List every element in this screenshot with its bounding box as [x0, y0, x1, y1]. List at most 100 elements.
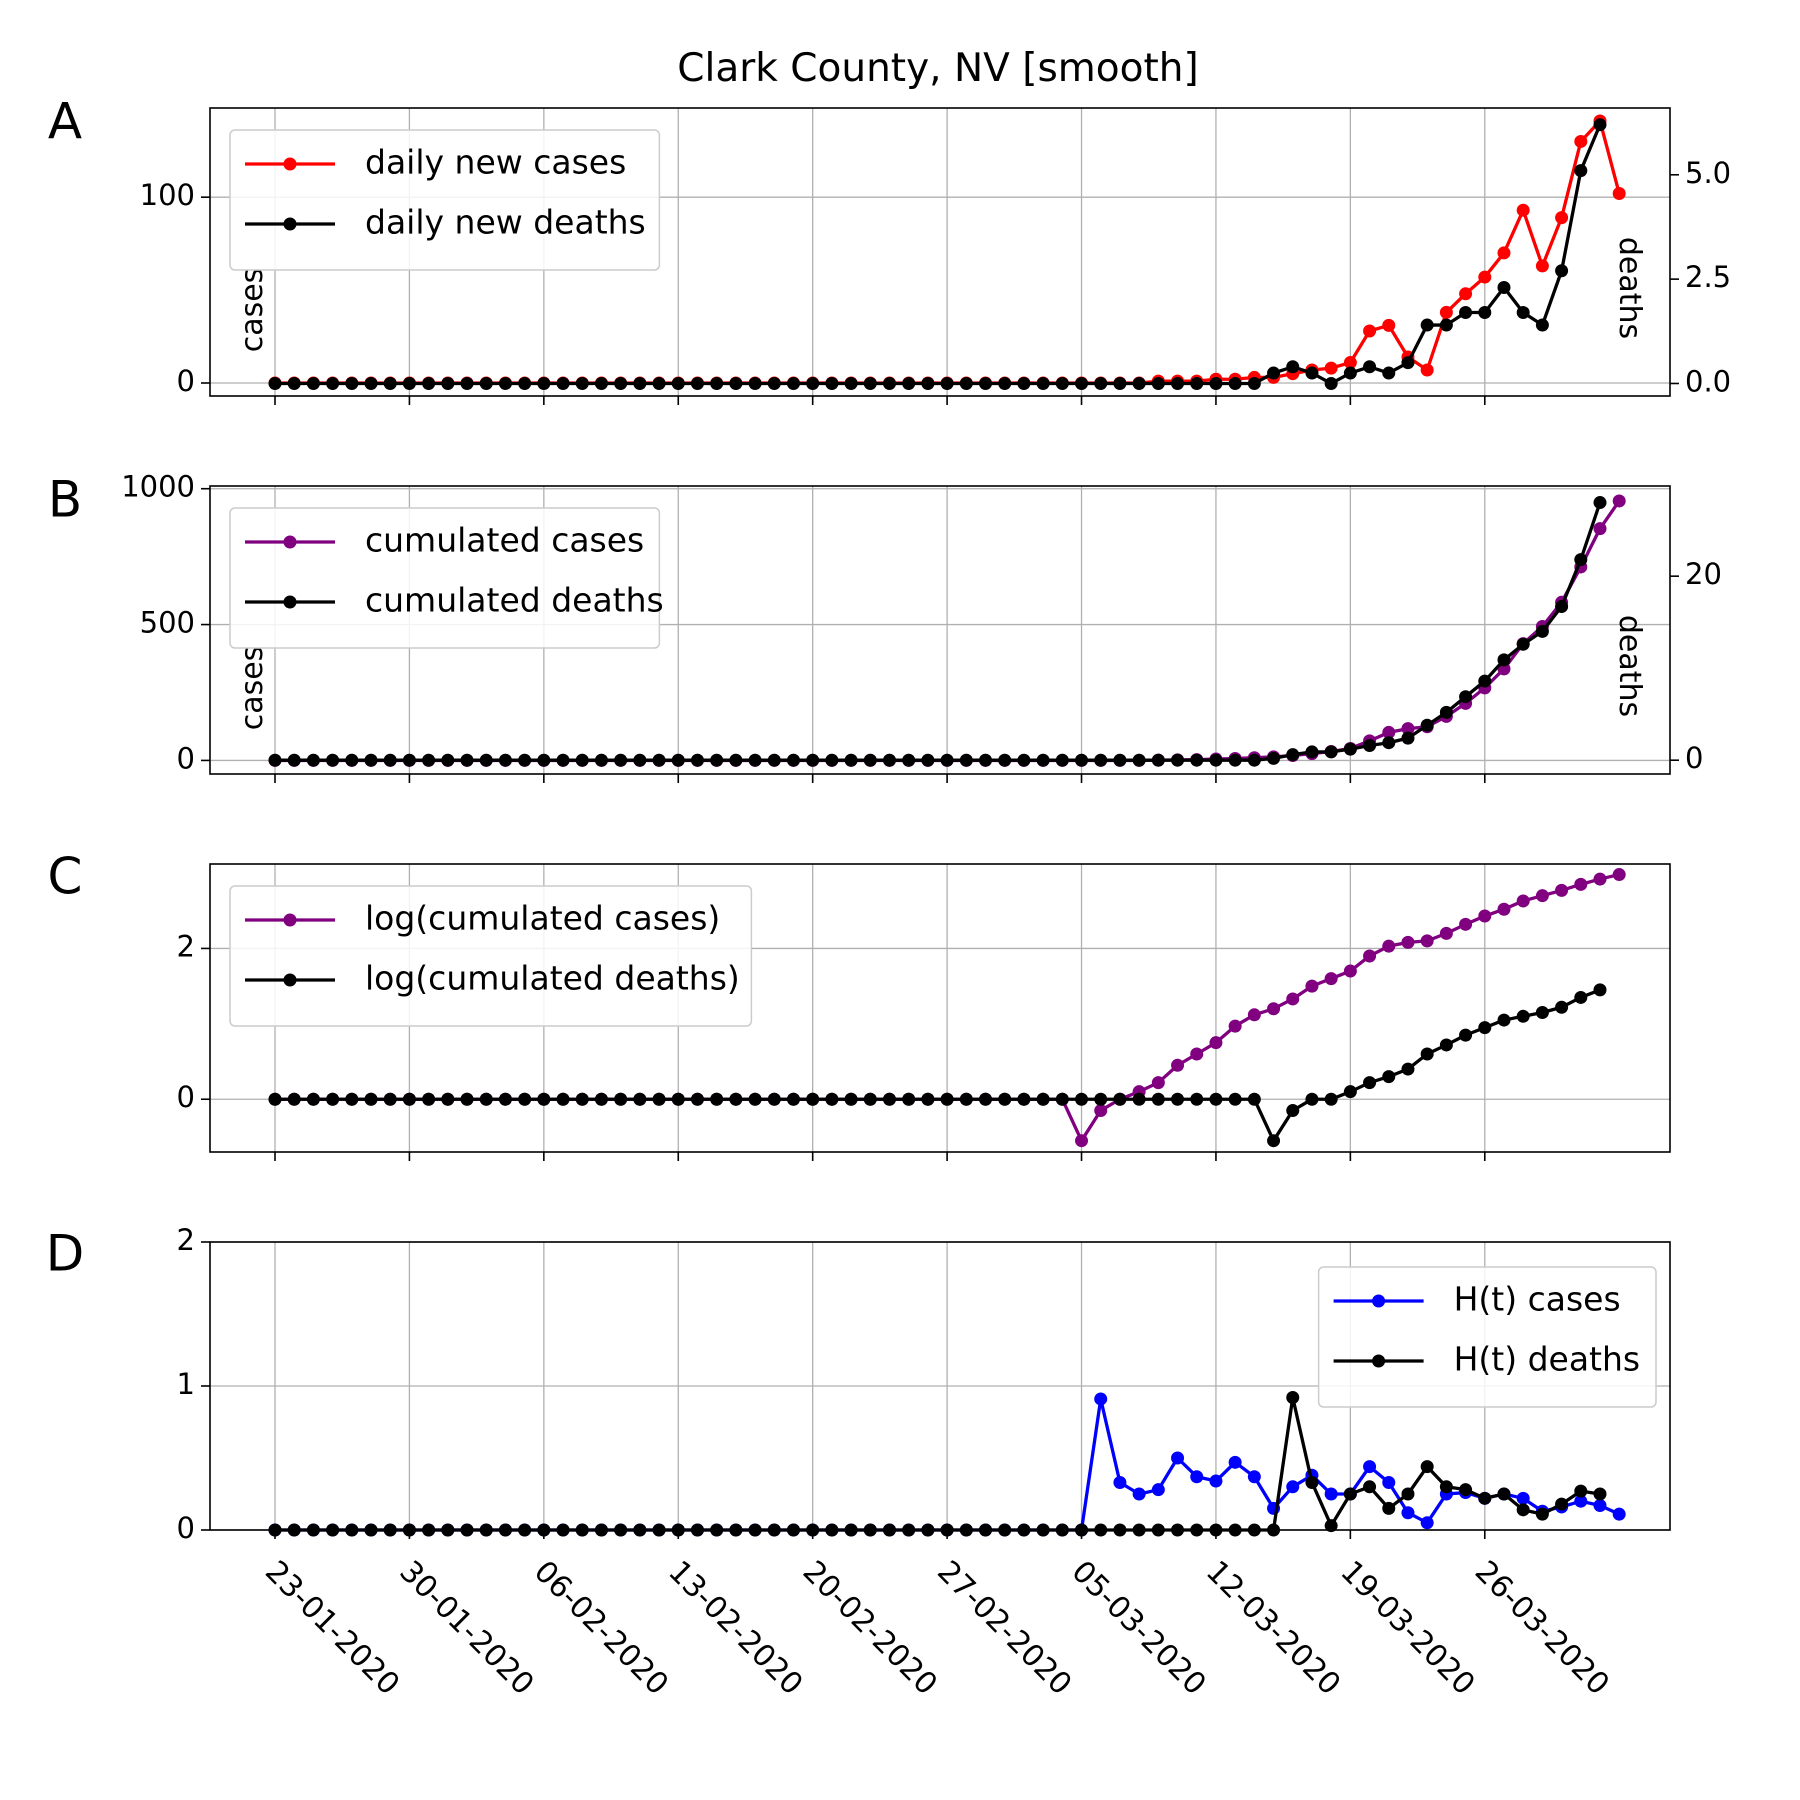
data-point — [690, 753, 704, 767]
data-point — [1535, 624, 1549, 638]
data-point — [1574, 990, 1588, 1004]
data-point — [1324, 1487, 1338, 1501]
y-tick-label: 0 — [177, 1511, 195, 1545]
data-point — [1497, 246, 1511, 260]
data-point — [1401, 722, 1415, 736]
data-point — [1171, 753, 1185, 767]
data-point — [1363, 360, 1377, 374]
data-point — [1420, 318, 1434, 332]
data-point — [1574, 1484, 1588, 1498]
data-point — [594, 1092, 608, 1106]
data-point — [268, 753, 282, 767]
data-point — [1151, 1076, 1165, 1090]
x-tick-label: 05-03-2020 — [1065, 1554, 1213, 1702]
data-point — [1324, 1092, 1338, 1106]
data-point — [1209, 1474, 1223, 1488]
data-point — [1478, 1491, 1492, 1505]
data-point — [1209, 1092, 1223, 1106]
data-point — [1075, 376, 1089, 390]
data-point — [1113, 1475, 1127, 1489]
y2-axis-label: deaths — [1612, 237, 1647, 339]
data-point — [479, 1092, 493, 1106]
data-point — [671, 753, 685, 767]
series-line — [275, 502, 1602, 762]
data-point — [1286, 1480, 1300, 1494]
data-point — [1286, 748, 1300, 762]
data-point — [1036, 753, 1050, 767]
data-point — [1036, 1092, 1050, 1106]
data-point — [940, 753, 954, 767]
data-point — [1324, 972, 1338, 986]
data-point — [690, 1092, 704, 1106]
data-point — [825, 753, 839, 767]
y-axis-label: cases — [235, 268, 270, 353]
data-point — [1593, 872, 1607, 886]
legend: log(cumulated cases) log(cumulated deaths… — [229, 885, 753, 1027]
data-point — [1516, 306, 1530, 320]
data-point — [614, 1092, 628, 1106]
y-tick-label: 1000 — [121, 470, 195, 504]
data-point — [460, 753, 474, 767]
data-point — [1593, 522, 1607, 536]
data-point — [1382, 736, 1396, 750]
data-point — [1439, 926, 1453, 940]
legend-entry: H(t) deaths — [1454, 1340, 1641, 1379]
y-tick-label: 2 — [177, 1223, 195, 1257]
data-point — [844, 1092, 858, 1106]
figure-title: Clark County, NV [smooth] — [677, 46, 1198, 91]
data-point — [1516, 203, 1530, 217]
data-point — [594, 753, 608, 767]
data-point — [1228, 376, 1242, 390]
data-point — [1516, 1503, 1530, 1517]
data-point — [1209, 1036, 1223, 1050]
data-point — [863, 753, 877, 767]
data-point — [1132, 1487, 1146, 1501]
data-point — [1267, 1134, 1281, 1148]
y2-tick-label: 20 — [1685, 557, 1722, 591]
data-point — [498, 376, 512, 390]
data-point — [979, 376, 993, 390]
data-point — [1094, 1092, 1108, 1106]
data-point — [882, 376, 896, 390]
data-point — [1401, 1487, 1415, 1501]
y-tick-label: 500 — [140, 606, 195, 640]
data-point — [1497, 902, 1511, 916]
data-point — [729, 753, 743, 767]
data-point — [1401, 1062, 1415, 1076]
series-cumulated-deaths — [268, 496, 1607, 767]
data-point — [1286, 1104, 1300, 1118]
data-point — [460, 376, 474, 390]
data-point — [1459, 287, 1473, 301]
data-point — [748, 753, 762, 767]
y2-tick-label: 2.5 — [1685, 260, 1731, 294]
data-point — [1209, 376, 1223, 390]
data-point — [1459, 1028, 1473, 1042]
data-point — [1535, 1507, 1549, 1521]
data-point — [1247, 1092, 1261, 1106]
data-point — [882, 1092, 896, 1106]
data-point — [422, 376, 436, 390]
data-point — [364, 376, 378, 390]
data-point — [1228, 1019, 1242, 1033]
data-point — [268, 376, 282, 390]
data-point — [1228, 1092, 1242, 1106]
data-point — [1132, 1092, 1146, 1106]
data-point — [748, 1092, 762, 1106]
data-point — [1151, 1483, 1165, 1497]
y-tick-label: 0 — [177, 741, 195, 775]
data-point — [1612, 186, 1626, 200]
data-point — [1497, 1487, 1511, 1501]
data-point — [1535, 259, 1549, 273]
legend-swatch-marker — [283, 535, 297, 549]
y-tick-label: 100 — [140, 178, 195, 212]
data-point — [940, 1092, 954, 1106]
x-tick-label: 23-01-2020 — [258, 1554, 406, 1702]
data-point — [326, 1092, 340, 1106]
data-point — [1516, 1009, 1530, 1023]
data-point — [1036, 376, 1050, 390]
data-point — [1017, 753, 1031, 767]
data-point — [1055, 376, 1069, 390]
panel-letter: D — [46, 1225, 85, 1283]
data-point — [1363, 1076, 1377, 1090]
panel-D: D 0 1 2 H(t) cases H(t) deaths 23-01-202030-01… — [46, 1223, 1671, 1702]
